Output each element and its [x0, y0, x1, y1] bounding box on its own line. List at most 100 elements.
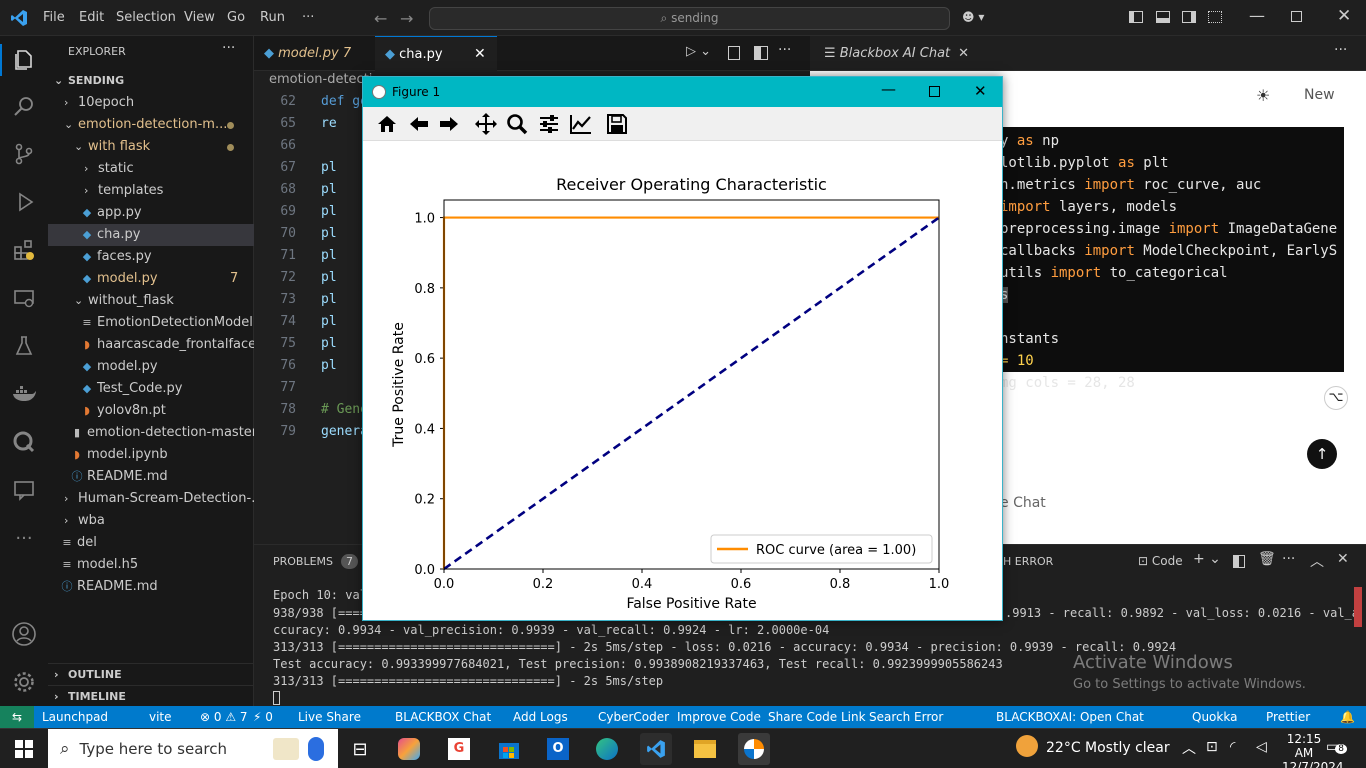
edge-icon[interactable]	[591, 733, 623, 765]
close-window-icon[interactable]: ✕	[1337, 6, 1352, 26]
tree-folder-with-flask[interactable]: ⌄ with flask	[48, 136, 254, 158]
tree-folder-wba[interactable]: › wba	[48, 510, 254, 532]
save-figure-icon[interactable]	[602, 107, 632, 141]
more-views-icon[interactable]: ···	[15, 527, 33, 549]
toggle-sidebar-icon[interactable]	[1129, 11, 1143, 23]
editor-more-icon[interactable]: ···	[778, 42, 792, 58]
panel-more-icon[interactable]: ···	[1334, 42, 1348, 58]
testing-icon[interactable]	[0, 322, 48, 370]
restore-window-icon[interactable]	[1291, 11, 1302, 22]
file-explorer-icon[interactable]	[689, 733, 721, 765]
menu-go[interactable]: Go	[227, 10, 246, 25]
minimize-window-icon[interactable]: —	[1249, 6, 1265, 25]
forward-arrow-icon[interactable]: →	[400, 9, 414, 28]
store-icon[interactable]	[493, 733, 525, 765]
status-item[interactable]: Quokka	[1192, 710, 1238, 724]
tree-file-model-ipynb[interactable]: ◗ model.ipynb	[48, 444, 254, 466]
tree-file-emotion-model[interactable]: ≡ EmotionDetectionModel....	[48, 312, 254, 334]
scroll-top-button[interactable]: ↑	[1307, 439, 1337, 469]
tab-model-py[interactable]: ◆ model.py 7	[264, 46, 352, 61]
tree-folder-human-scream[interactable]: › Human-Scream-Detection-...	[48, 488, 254, 510]
status-item[interactable]: Share Code Link	[768, 710, 866, 724]
run-debug-icon[interactable]	[0, 178, 48, 226]
tree-file-model-h5[interactable]: ≡ model.h5	[48, 554, 254, 576]
close-panel-icon[interactable]: ✕	[1337, 551, 1349, 567]
timeline-section[interactable]: › TIMELINE	[48, 685, 254, 707]
maximize-icon[interactable]	[929, 86, 940, 97]
back-icon[interactable]	[404, 107, 434, 141]
copilot-icon[interactable]	[300, 733, 332, 765]
tree-file-del[interactable]: ≡ del	[48, 532, 254, 554]
extensions-icon[interactable]	[0, 226, 48, 274]
tab-blackbox-chat[interactable]: ☰ Blackbox AI Chat ✕	[824, 46, 970, 61]
source-control-icon[interactable]	[0, 130, 48, 178]
tree-file-test-code[interactable]: ◆ Test_Code.py	[48, 378, 254, 400]
theme-toggle-icon[interactable]: ☀	[1256, 86, 1271, 105]
toggle-panel-icon[interactable]	[1156, 11, 1170, 23]
explorer-icon[interactable]	[0, 36, 48, 84]
chrome-icon[interactable]: G	[443, 733, 475, 765]
zoom-icon[interactable]	[502, 107, 532, 141]
forward-icon[interactable]	[434, 107, 464, 141]
terminal-code-dropdown[interactable]: ⊡ Code	[1138, 554, 1183, 568]
status-item[interactable]: BLACKBOXAI: Open Chat	[996, 710, 1144, 724]
account-icon[interactable]	[0, 610, 48, 658]
tree-folder-templates[interactable]: › templates	[48, 180, 254, 202]
tree-folder-emotion-detection[interactable]: ⌄ emotion-detection-m...	[48, 114, 254, 136]
remote-explorer-icon[interactable]	[0, 274, 48, 322]
status-item[interactable]: ⚡ 0	[253, 710, 273, 724]
problems-tab[interactable]: PROBLEMS 7	[273, 554, 359, 569]
open-changes-icon[interactable]	[728, 46, 740, 60]
tree-file-emotion-master[interactable]: ▮ emotion-detection-master...	[48, 422, 254, 444]
menu-more[interactable]: ···	[302, 10, 315, 25]
panel-more-icon[interactable]: ···	[1282, 551, 1296, 567]
tree-file-app-py[interactable]: ◆ app.py	[48, 202, 254, 224]
maximize-panel-icon[interactable]: ︿	[1310, 554, 1324, 570]
vscode-taskbar-icon[interactable]	[640, 733, 672, 765]
home-icon[interactable]	[372, 107, 402, 141]
chat-icon[interactable]	[0, 466, 48, 514]
tree-file-model-py[interactable]: ◆ model.py 7	[48, 268, 254, 290]
search-view-icon[interactable]	[0, 82, 48, 130]
outlook-icon[interactable]: O	[542, 733, 574, 765]
windows-start-icon[interactable]	[8, 733, 40, 765]
tree-folder-10epoch[interactable]: › 10epoch	[48, 92, 254, 114]
tree-file-cha-py[interactable]: ◆ cha.py	[48, 224, 254, 246]
show-hidden-icons[interactable]: ︿	[1182, 741, 1196, 757]
manage-gear-icon[interactable]	[0, 658, 48, 706]
status-item[interactable]: Improve Code	[677, 710, 761, 724]
minimize-icon[interactable]: —	[881, 80, 896, 98]
tree-folder-static[interactable]: › static	[48, 158, 254, 180]
status-item[interactable]: CyberCoder	[598, 710, 670, 724]
workspace-root[interactable]: ⌄ SENDING	[48, 70, 254, 92]
split-editor-icon[interactable]	[754, 46, 768, 60]
close-tab-icon[interactable]: ✕	[474, 46, 486, 62]
volume-icon[interactable]: ◁	[1256, 739, 1267, 755]
tree-file-readme[interactable]: ⓘ README.md	[48, 466, 254, 488]
tree-file-faces-py[interactable]: ◆ faces.py	[48, 246, 254, 268]
weather-text[interactable]: 22°C Mostly clear	[1046, 740, 1170, 756]
tree-file-readme-root[interactable]: ⓘ README.md	[48, 576, 254, 598]
pan-icon[interactable]	[471, 107, 501, 141]
terminal-cursor[interactable]	[273, 691, 280, 705]
quokka-icon[interactable]	[0, 418, 48, 466]
close-icon[interactable]: ✕	[974, 82, 987, 100]
copilot-icon[interactable]: ☻ ▾	[962, 10, 985, 24]
wifi-icon[interactable]: ◜	[1230, 739, 1236, 755]
menu-selection[interactable]: Selection	[116, 10, 176, 25]
run-file-icon[interactable]: ▷ ⌄	[686, 44, 712, 59]
configure-subplots-icon[interactable]	[534, 107, 564, 141]
menu-file[interactable]: File	[43, 10, 65, 25]
status-item[interactable]: Prettier	[1266, 710, 1311, 724]
network-icon[interactable]: ⊡	[1206, 739, 1218, 755]
m365-icon[interactable]	[393, 733, 425, 765]
tree-file-yolov8n[interactable]: ◗ yolov8n.pt	[48, 400, 254, 422]
new-chat-button[interactable]: New	[1304, 87, 1335, 103]
python-figure-taskbar-icon[interactable]	[738, 733, 770, 765]
customize-layout-icon[interactable]	[1208, 11, 1222, 23]
tree-file-haarcascade[interactable]: ◗haarcascade_frontalface_...	[48, 334, 254, 356]
notifications-bell-icon[interactable]: 🔔	[1340, 710, 1355, 724]
back-arrow-icon[interactable]: ←	[374, 9, 388, 28]
status-item[interactable]: Search Error	[869, 710, 944, 724]
menu-run[interactable]: Run	[260, 10, 285, 25]
